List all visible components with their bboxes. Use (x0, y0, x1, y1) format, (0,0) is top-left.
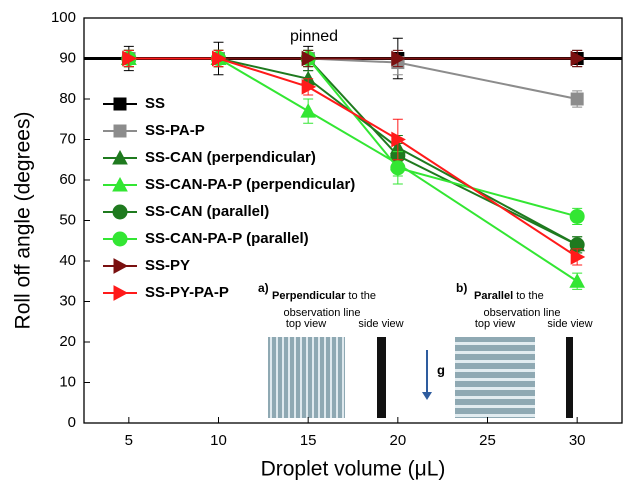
data-point (301, 79, 317, 95)
x-tick-label: 5 (125, 432, 133, 449)
series-line (128, 57, 578, 100)
x-tick-label: 20 (389, 432, 406, 449)
annotation: to the (345, 290, 376, 302)
legend-label: SS-CAN-PA-P (perpendicular) (145, 176, 355, 193)
legend-label: SS-PY (145, 257, 190, 274)
y-tick-label: 20 (59, 333, 76, 350)
x-tick-label: 30 (569, 432, 586, 449)
annotation: observation line (283, 307, 360, 319)
y-tick-label: 70 (59, 130, 76, 147)
legend-marker (113, 258, 129, 274)
x-tick-label: 15 (300, 432, 317, 449)
y-tick-label: 0 (68, 414, 76, 431)
y-tick-label: 90 (59, 49, 76, 66)
legend-marker (112, 149, 128, 165)
legend-marker (113, 97, 127, 111)
y-tick-label: 30 (59, 292, 76, 309)
y-tick-label: 60 (59, 171, 76, 188)
series-line (128, 57, 578, 283)
top-view-image (268, 337, 345, 418)
y-tick-label: 100 (51, 9, 76, 26)
x-tick-label: 25 (479, 432, 496, 449)
data-point (301, 50, 317, 67)
legend-marker (112, 176, 128, 192)
annotation: observation line (483, 307, 560, 319)
side-view-image (377, 337, 386, 418)
annotation: a) (258, 281, 269, 295)
annotation: Parallel to the (474, 290, 544, 302)
annotation: g (437, 362, 445, 377)
y-tick-label: 50 (59, 211, 76, 228)
data-point (391, 131, 406, 148)
annotation: to the (513, 290, 544, 302)
annotation: side view (358, 318, 403, 330)
gravity-arrow-head (422, 392, 432, 400)
data-point (390, 160, 406, 176)
annotation: b) (456, 281, 467, 295)
legend-marker (112, 204, 128, 220)
data-point (391, 50, 406, 67)
legend-label: SS-PY-PA-P (145, 284, 229, 301)
y-tick-label: 40 (59, 252, 76, 269)
legend-label: SS-CAN (perpendicular) (145, 149, 316, 166)
plot-frame (83, 17, 623, 424)
x-tick-label: 10 (210, 432, 227, 449)
data-point (570, 92, 584, 106)
y-tick-label: 80 (59, 90, 76, 107)
data-point (570, 249, 586, 265)
data-point (570, 50, 586, 67)
side-view-image (566, 337, 573, 418)
legend-marker (113, 124, 127, 138)
legend-label: SS-CAN (parallel) (145, 203, 269, 220)
annotation: Perpendicular to the (272, 290, 376, 302)
data-point (122, 50, 137, 67)
data-point (212, 50, 227, 67)
annotation: pinned (290, 28, 338, 45)
legend-label: SS (145, 95, 165, 112)
annotation: side view (547, 318, 592, 330)
annotation: top view (475, 318, 515, 330)
x-axis-label: Droplet volume (μL) (261, 458, 446, 481)
y-axis-label: Roll off angle (degrees) (12, 112, 35, 330)
legend-label: SS-PA-P (145, 122, 205, 139)
data-point (569, 273, 586, 288)
legend-marker (113, 285, 129, 301)
legend-marker (112, 231, 128, 247)
legend-label: SS-CAN-PA-P (parallel) (145, 230, 309, 247)
data-point (300, 103, 317, 118)
annotation: top view (286, 318, 326, 330)
y-tick-label: 10 (59, 373, 76, 390)
top-view-image (455, 337, 535, 418)
data-point (569, 208, 585, 224)
